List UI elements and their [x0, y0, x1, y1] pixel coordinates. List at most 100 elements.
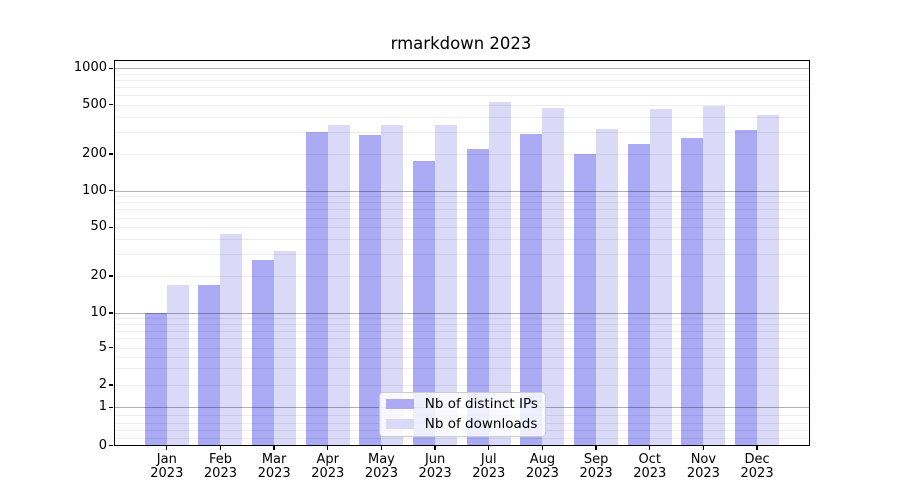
y-tick-mark [108, 226, 113, 228]
x-tick-month: Mar [261, 451, 287, 467]
gridline-minor [113, 356, 810, 358]
gridline-minor [113, 330, 810, 332]
gridline-minor [113, 196, 810, 198]
bar-downloads-oct [649, 109, 672, 446]
x-tick-month: Oct [638, 451, 661, 467]
x-tick-month: Jun [424, 451, 446, 467]
bar-distinct-ips-dec [735, 130, 758, 446]
x-tick-label-mar: Mar 2023 [246, 451, 302, 482]
x-tick-mark [273, 445, 275, 450]
y-tick-mark [108, 406, 113, 408]
x-tick-year: 2023 [364, 466, 398, 481]
x-tick-mark [219, 445, 222, 450]
x-tick-mark [327, 445, 329, 450]
y-tick-label-500: 500 [82, 96, 107, 112]
gridline-minor [113, 116, 810, 118]
x-tick-label-jun: Jun 2023 [407, 451, 463, 482]
gridline-major [113, 313, 810, 315]
legend: Nb of distinct IPs Nb of downloads [379, 391, 547, 437]
y-tick-label-2: 2 [98, 377, 107, 392]
y-tick-mark [108, 312, 113, 314]
gridline-minor [113, 254, 810, 256]
x-tick-mark [488, 445, 490, 450]
x-tick-month: Aug [529, 451, 556, 467]
x-tick-year: 2023 [150, 466, 184, 481]
gridline-minor [113, 276, 810, 277]
y-tick-label-1000: 1000 [73, 60, 107, 76]
gridline-minor [113, 79, 810, 81]
y-tick-label-5: 5 [98, 339, 107, 355]
bar-distinct-ips-jan [144, 313, 167, 446]
x-tick-mark [380, 445, 383, 450]
gridline-major [113, 190, 810, 192]
gridline-minor [113, 73, 810, 75]
bar-downloads-nov [703, 106, 726, 446]
x-tick-label-jan: Jan 2023 [139, 451, 195, 482]
y-tick-label-10: 10 [90, 305, 107, 320]
y-tick-mark [108, 444, 113, 447]
x-tick-year: 2023 [203, 466, 237, 481]
x-tick-label-oct: Oct 2023 [622, 451, 678, 482]
x-tick-year: 2023 [633, 466, 667, 481]
x-tick-label-jul: Jul 2023 [461, 451, 517, 482]
x-tick-label-dec: Dec 2023 [729, 452, 785, 482]
x-tick-year: 2023 [257, 466, 291, 481]
x-tick-month: Sep [583, 451, 609, 467]
gridline-minor [113, 94, 810, 96]
x-tick-mark [434, 445, 436, 450]
gridline-minor [113, 86, 810, 88]
bar-downloads-dec [757, 114, 780, 446]
x-tick-year: 2023 [740, 466, 774, 481]
x-tick-year: 2023 [311, 466, 345, 481]
bar-downloads-mar [274, 251, 297, 446]
gridline-minor [113, 217, 810, 219]
x-tick-label-nov: Nov 2023 [675, 451, 731, 482]
y-tick-label-100: 100 [82, 182, 107, 198]
gridline-minor [113, 227, 810, 229]
bar-distinct-ips-aug [520, 133, 543, 446]
y-tick-label-20: 20 [90, 268, 107, 283]
gridline-minor [113, 324, 810, 326]
bar-downloads-feb [220, 234, 243, 446]
x-tick-mark [595, 445, 597, 450]
x-tick-month: Jul [480, 451, 497, 467]
gridline-minor [113, 437, 810, 439]
x-tick-label-apr: Apr 2023 [300, 452, 356, 482]
gridline-minor [113, 368, 810, 370]
y-tick-mark [108, 346, 113, 349]
x-tick-mark [649, 445, 651, 450]
x-tick-mark [756, 445, 758, 450]
x-tick-year: 2023 [686, 466, 720, 481]
bar-downloads-jun [435, 125, 458, 446]
x-tick-month: Jan [156, 451, 177, 467]
bar-distinct-ips-feb [198, 284, 221, 446]
legend-item-downloads: Nb of downloads [386, 416, 537, 432]
bar-distinct-ips-nov [681, 137, 704, 446]
bar-downloads-may [381, 124, 404, 446]
x-tick-year: 2023 [525, 466, 559, 481]
gridline-minor [113, 338, 810, 340]
x-tick-month: Nov [690, 451, 717, 467]
bar-distinct-ips-apr [305, 132, 328, 446]
gridline-minor [113, 209, 810, 211]
gridline-minor [113, 347, 810, 349]
x-tick-year: 2023 [418, 466, 452, 481]
y-tick-mark [108, 103, 113, 106]
x-tick-month: Feb [208, 451, 232, 467]
bar-distinct-ips-mar [252, 260, 275, 446]
bar-distinct-ips-sep [574, 154, 597, 446]
legend-swatch-distinct-ips [386, 399, 415, 409]
y-tick-mark [108, 189, 113, 192]
bar-distinct-ips-may [359, 134, 382, 446]
bar-distinct-ips-oct [627, 144, 650, 446]
y-tick-label-1: 1 [98, 399, 107, 415]
x-tick-mark [702, 445, 705, 450]
y-tick-mark [108, 275, 113, 277]
gridline-minor [113, 154, 810, 155]
bar-downloads-jan [166, 284, 189, 446]
legend-item-distinct-ips: Nb of distinct IPs [386, 396, 538, 412]
x-tick-label-sep: Sep 2023 [568, 451, 624, 482]
x-tick-mark [541, 445, 544, 450]
y-tick-label-200: 200 [82, 146, 107, 161]
